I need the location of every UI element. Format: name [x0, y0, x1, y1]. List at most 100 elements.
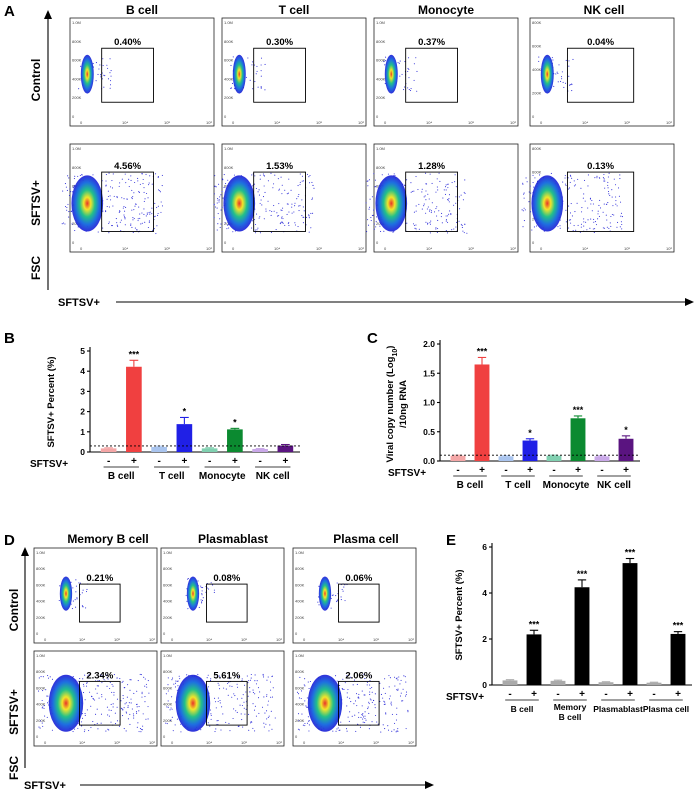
event-dot — [336, 680, 338, 682]
event-dot — [223, 687, 225, 689]
event-dot — [97, 73, 99, 76]
event-dot — [304, 722, 306, 725]
event-dot — [436, 178, 438, 180]
event-dot — [230, 87, 232, 89]
event-dot — [408, 68, 410, 70]
event-dot — [265, 710, 268, 712]
event-dot — [418, 228, 420, 230]
event-dot — [72, 730, 74, 733]
event-dot — [252, 691, 254, 694]
x-tick-label: 10⁵ — [624, 120, 630, 125]
event-dot — [258, 712, 260, 714]
event-dot — [141, 693, 143, 695]
event-dot — [259, 178, 261, 180]
event-dot — [262, 674, 264, 676]
event-dot — [405, 691, 408, 693]
event-dot — [151, 183, 153, 185]
y-tick-label: 1.0M — [376, 20, 385, 25]
event-dot — [438, 172, 440, 174]
event-dot — [254, 680, 256, 682]
event-dot — [42, 676, 44, 678]
event-dot — [154, 215, 156, 217]
event-dot — [49, 676, 51, 678]
event-dot — [187, 578, 189, 580]
event-dot — [308, 182, 311, 184]
sftsv-sign: + — [623, 465, 629, 476]
x-tick-label: 10⁶ — [358, 246, 364, 251]
event-dot — [332, 594, 334, 596]
event-dot — [119, 221, 121, 223]
event-dot — [385, 713, 387, 715]
event-dot — [397, 730, 399, 732]
event-dot — [426, 223, 429, 225]
event-dot — [263, 185, 265, 187]
event-dot — [260, 87, 262, 89]
event-dot — [101, 696, 103, 698]
group-label: T cell — [159, 471, 185, 482]
event-dot — [234, 695, 236, 697]
group-label: B cell — [108, 471, 135, 482]
event-dot — [247, 57, 249, 59]
event-dot — [104, 75, 106, 77]
event-dot — [565, 59, 567, 62]
event-dot — [112, 173, 114, 175]
event-dot — [111, 179, 113, 182]
event-dot — [227, 179, 229, 181]
y-tick-label: 800K — [532, 20, 542, 25]
event-dot — [257, 697, 260, 699]
event-dot — [258, 217, 260, 219]
event-dot — [352, 684, 354, 686]
event-dot — [219, 702, 221, 704]
event-dot — [569, 174, 571, 176]
event-dot — [421, 191, 423, 193]
significance-mark: *** — [477, 346, 488, 356]
col-title-plasma-cell: Plasma cell — [333, 532, 398, 546]
panel-letter-e: E — [446, 532, 456, 549]
event-dot — [100, 76, 102, 78]
event-dot — [538, 56, 540, 58]
event-dot — [64, 205, 67, 208]
event-dot — [454, 181, 456, 183]
y-tick-label: 400K — [36, 702, 46, 707]
event-dot — [280, 176, 282, 178]
event-dot — [604, 180, 606, 182]
event-dot — [174, 686, 177, 688]
event-dot — [455, 196, 457, 198]
event-dot — [280, 217, 283, 219]
event-dot — [266, 694, 268, 696]
event-dot — [51, 729, 53, 731]
y-tick-label: 0 — [295, 631, 298, 636]
event-dot — [330, 597, 332, 600]
event-dot — [122, 709, 124, 711]
event-dot — [86, 588, 88, 590]
event-dot — [213, 589, 215, 591]
y-tick-label: 2 — [482, 634, 487, 644]
event-dot — [301, 180, 303, 182]
event-dot — [122, 207, 124, 209]
event-dot — [65, 186, 67, 188]
event-dot — [125, 206, 127, 209]
event-dot — [402, 688, 404, 690]
bar — [594, 456, 610, 461]
event-dot — [200, 587, 202, 589]
significance-mark: * — [233, 417, 237, 427]
gate-box — [206, 680, 248, 726]
event-dot — [441, 222, 443, 224]
sftsv-sign: - — [504, 465, 507, 476]
event-dot — [406, 222, 408, 224]
event-dot — [219, 218, 221, 220]
event-dot — [396, 707, 398, 709]
event-dot — [42, 725, 44, 727]
event-dot — [62, 222, 65, 224]
event-dot — [298, 697, 300, 699]
event-dot — [585, 221, 587, 223]
event-dot — [306, 722, 309, 724]
event-dot — [573, 224, 575, 227]
event-dot — [297, 225, 299, 228]
group-label: B cell — [511, 704, 534, 714]
event-dot — [302, 206, 304, 208]
event-dot — [228, 677, 230, 679]
x-tick-label: 10⁵ — [373, 740, 379, 745]
density-cluster — [223, 175, 256, 232]
event-dot — [233, 88, 236, 90]
